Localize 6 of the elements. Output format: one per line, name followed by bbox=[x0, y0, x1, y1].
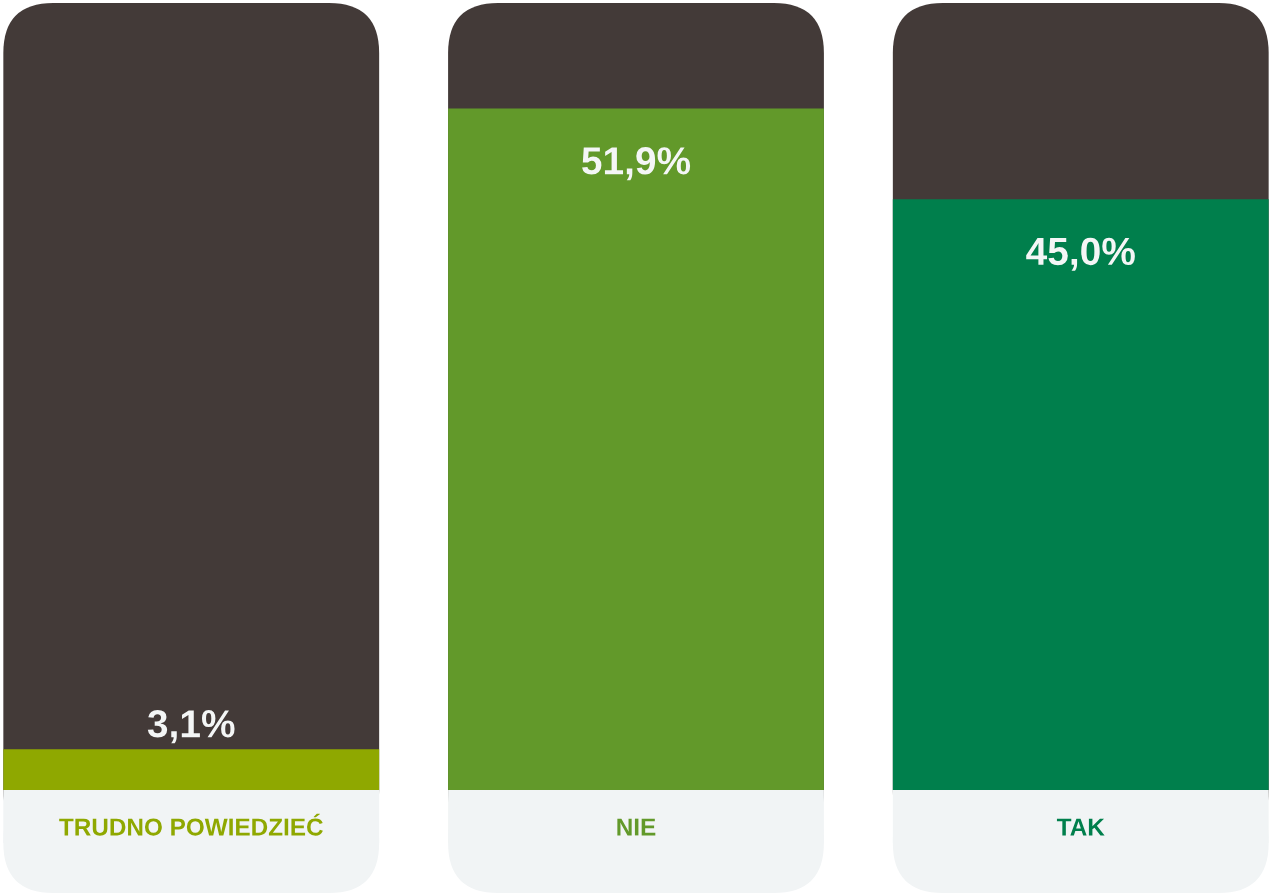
x-tick-label: TRUDNO POWIEDZIEĆ bbox=[59, 813, 323, 836]
data-label: 3,1% bbox=[147, 709, 235, 744]
x-tick-label: NIE bbox=[617, 818, 656, 836]
x-tick-label: TAK bbox=[1056, 818, 1105, 836]
data-label: 51,9% bbox=[582, 147, 691, 181]
data-label: 45,0% bbox=[1026, 237, 1135, 271]
